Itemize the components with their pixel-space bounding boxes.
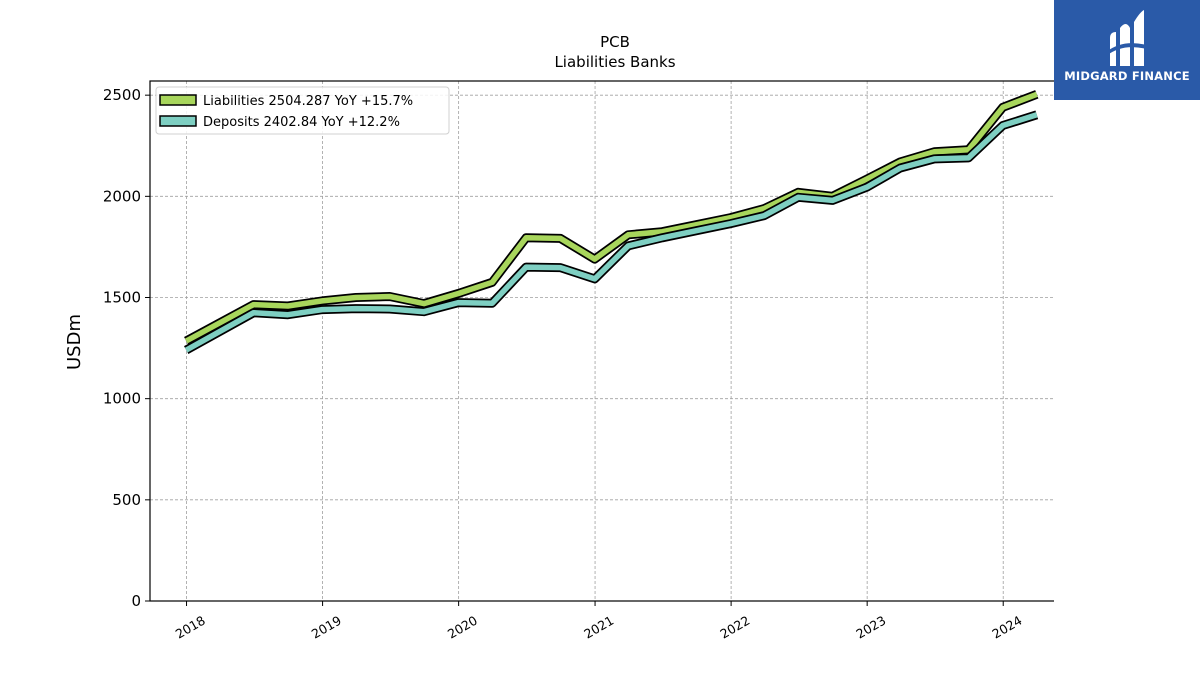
x-tick-label: 2023 xyxy=(853,613,888,642)
chart-subtitle: Liabilities Banks xyxy=(554,53,675,71)
legend-label: Deposits 2402.84 YoY +12.2% xyxy=(203,115,400,130)
logo-text: MIDGARD FINANCE xyxy=(1064,69,1190,83)
x-tick-label: 2018 xyxy=(173,613,208,642)
series-layer xyxy=(184,90,1039,355)
x-tick-label: 2022 xyxy=(717,613,752,642)
x-tick-label: 2020 xyxy=(445,613,480,642)
y-axis-label: USDm xyxy=(64,314,85,370)
legend-box xyxy=(155,86,450,135)
logo-mark-icon xyxy=(1106,10,1150,66)
legend-swatch xyxy=(159,94,197,106)
y-tick-label: 2500 xyxy=(103,86,141,104)
x-tick-label: 2024 xyxy=(989,613,1024,642)
midgard-finance-logo: MIDGARD FINANCE xyxy=(1054,0,1200,100)
y-tick-label: 500 xyxy=(112,491,141,509)
y-tick-label: 1000 xyxy=(103,390,141,408)
series-line-liabilities xyxy=(184,91,1038,344)
series-line-outline xyxy=(184,110,1039,355)
legend: Liabilities 2504.287 YoY +15.7% Deposits … xyxy=(155,86,450,135)
chart-title: PCB xyxy=(600,33,630,51)
x-tick-label: 2019 xyxy=(309,613,344,642)
y-tick-label: 0 xyxy=(131,592,141,610)
y-tick-label: 1500 xyxy=(103,288,141,306)
x-tick-label: 2021 xyxy=(581,613,616,642)
chart: PCB Liabilities Banks USDm 0 500 1000 1500 2… xyxy=(64,33,1054,642)
series-line-deposits xyxy=(184,112,1038,353)
y-tick-label: 2000 xyxy=(103,187,141,205)
legend-label: Liabilities 2504.287 YoY +15.7% xyxy=(203,94,413,109)
plot-frame xyxy=(149,80,1054,602)
legend-swatch xyxy=(159,115,197,127)
